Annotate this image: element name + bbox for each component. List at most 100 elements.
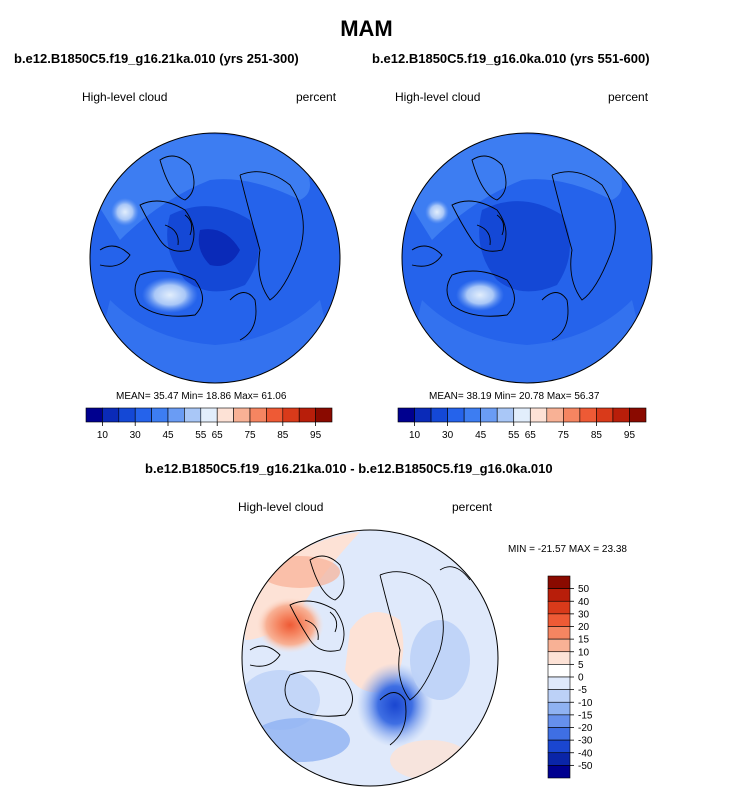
- panel-3-colorbar-tick-label: 30: [578, 609, 590, 620]
- panel-2-colorbar-swatch: [447, 407, 465, 423]
- panel-2-colorbar-swatch: [414, 407, 432, 423]
- panel-3-colorbar-swatch: [547, 638, 571, 653]
- panel-3-colorbar-swatch: [547, 676, 571, 690]
- panel-3-map: [242, 530, 498, 786]
- panel-3-colorbar-swatch: [547, 588, 571, 602]
- panel-2-colorbar-swatch: [496, 407, 515, 423]
- panel-1-coastlines: [99, 155, 304, 341]
- panel-1-colorbar-swatch: [298, 407, 316, 423]
- panel-3-colorbar-tick-label: -20: [578, 723, 593, 734]
- panel-2-colorbar-tick-label: 75: [558, 430, 570, 441]
- panel-2-colorbar-swatch: [596, 407, 614, 423]
- panel-3-colorbar-swatch: [547, 765, 571, 779]
- panel-3-colorbar-tick-label: -40: [578, 748, 593, 759]
- panel-3-colorbar-tick-label: 10: [578, 647, 590, 658]
- panel-3-colorbar-tick-label: -50: [578, 761, 593, 772]
- panel-2-colorbar-tick-label: 65: [525, 430, 537, 441]
- panel-3-map-border: [241, 529, 499, 787]
- panel-1-variable-label: High-level cloud: [82, 90, 168, 104]
- panel-2-variable-label: High-level cloud: [395, 90, 481, 104]
- panel-2-stats: MEAN= 38.19 Min= 20.78 Max= 56.37: [429, 391, 600, 402]
- panel-2-colorbar-swatch: [546, 407, 564, 423]
- panel-1-colorbar-tick-label: 65: [212, 430, 224, 441]
- panel-2-colorbar-swatch: [612, 407, 630, 423]
- panel-1-title: b.e12.B1850C5.f19_g16.21ka.010 (yrs 251-…: [14, 51, 299, 66]
- panel-1-colorbar-swatch: [216, 407, 234, 423]
- panel-1-colorbar-swatch: [233, 407, 251, 423]
- panel-3-colorbar-swatch: [547, 651, 571, 665]
- panel-2-colorbar-tick-label: 45: [475, 430, 487, 441]
- panel-1-colorbar-swatch: [200, 407, 218, 423]
- panel-3-colorbar-swatch: [547, 575, 571, 589]
- panel-3-coastlines: [249, 555, 471, 746]
- panel-2-colorbar-swatch: [579, 407, 597, 423]
- panel-3-colorbar-swatch: [547, 613, 571, 627]
- panel-2-colorbar-swatch: [480, 407, 498, 423]
- panel-3-colorbar-swatch: [547, 664, 571, 678]
- panel-2-colorbar-swatch: [397, 407, 415, 423]
- panel-1-map-border: [89, 132, 341, 384]
- panel-3-colorbar-tick-label: 50: [578, 584, 590, 595]
- panel-3-colorbar-swatch: [547, 727, 571, 741]
- panel-1-colorbar-swatch: [282, 407, 300, 423]
- panel-1-colorbar-tick-label: 85: [277, 430, 289, 441]
- panel-2-colorbar-swatch: [629, 407, 647, 423]
- panel-1-colorbar-tick-label: 45: [162, 430, 174, 441]
- panel-1-colorbar-swatch: [151, 407, 169, 423]
- panel-1-colorbar-swatch: [249, 407, 267, 423]
- panel-3-colorbar-swatch: [547, 714, 571, 728]
- panel-1-colorbar-swatch: [85, 407, 103, 423]
- panel-2-colorbar: 10 30 45 55 65 75 85 95: [397, 407, 647, 441]
- panel-2-colorbar-tick-label: 30: [442, 430, 454, 441]
- panel-3-colorbar-swatch: [547, 626, 571, 640]
- panel-1-colorbar-swatch: [102, 407, 120, 423]
- panel-1-colorbar-swatch: [184, 407, 202, 423]
- figure-title: MAM: [340, 16, 393, 41]
- panel-2-colorbar-swatch: [463, 407, 481, 423]
- panel-1-colorbar-swatch: [118, 407, 136, 423]
- panel-1-colorbar-tick-label: 55: [195, 430, 207, 441]
- panel-3-units-label: percent: [452, 500, 493, 514]
- panel-2-map-border: [401, 132, 653, 384]
- panel-1-colorbar-swatch: [134, 407, 152, 423]
- panel-1-units-label: percent: [296, 90, 337, 104]
- panel-3-colorbar-tick-label: -15: [578, 710, 593, 721]
- panel-3-colorbar-tick-label: -30: [578, 736, 593, 747]
- panel-3-colorbar-tick-label: -10: [578, 698, 593, 709]
- panel-2-colorbar-tick-label: 10: [409, 430, 421, 441]
- panel-3-colorbar-tick-label: 15: [578, 635, 590, 646]
- panel-3-colorbar-swatch: [547, 701, 571, 716]
- panel-2-colorbar-tick-label: 55: [508, 430, 520, 441]
- panel-3-colorbar-tick-label: -5: [578, 685, 587, 696]
- panel-1-colorbar-tick-label: 30: [130, 430, 142, 441]
- panel-2-colorbar-tick-label: 95: [624, 430, 636, 441]
- panel-3-colorbar-tick-label: 5: [578, 660, 584, 671]
- panel-3-colorbar-tick-label: 20: [578, 622, 590, 633]
- panel-3-colorbar-tick-label: 40: [578, 597, 590, 608]
- panel-3-colorbar-swatch: [547, 600, 571, 615]
- panel-2-map: [402, 133, 652, 383]
- panel-2-colorbar-swatch: [513, 407, 531, 423]
- panel-1-map: [90, 133, 340, 383]
- panel-1-colorbar-tick-label: 10: [97, 430, 109, 441]
- panel-3-colorbar-swatch: [547, 752, 571, 766]
- panel-1-colorbar-swatch: [167, 407, 185, 423]
- panel-2-colorbar-swatch: [529, 407, 548, 423]
- panel-2-title: b.e12.B1850C5.f19_g16.0ka.010 (yrs 551-6…: [372, 51, 650, 66]
- panel-3-colorbar-tick-label: 0: [578, 673, 584, 684]
- panel-1-colorbar-swatch: [315, 407, 333, 423]
- panel-2-colorbar-swatch: [563, 407, 581, 423]
- panel-2-coastlines: [411, 155, 616, 341]
- panel-2-colorbar-swatch: [430, 407, 448, 423]
- panel-1-colorbar: 10 30 45 55 65 75 85 95: [85, 407, 333, 441]
- panel-1-colorbar-tick-label: 95: [310, 430, 322, 441]
- panel-3-variable-label: High-level cloud: [238, 500, 324, 514]
- panel-2-units-label: percent: [608, 90, 649, 104]
- panel-2-colorbar-tick-label: 85: [591, 430, 603, 441]
- panel-1-colorbar-tick-label: 75: [244, 430, 256, 441]
- panel-3-colorbar-swatch: [547, 739, 571, 754]
- panel-3-title: b.e12.B1850C5.f19_g16.21ka.010 - b.e12.B…: [145, 461, 553, 476]
